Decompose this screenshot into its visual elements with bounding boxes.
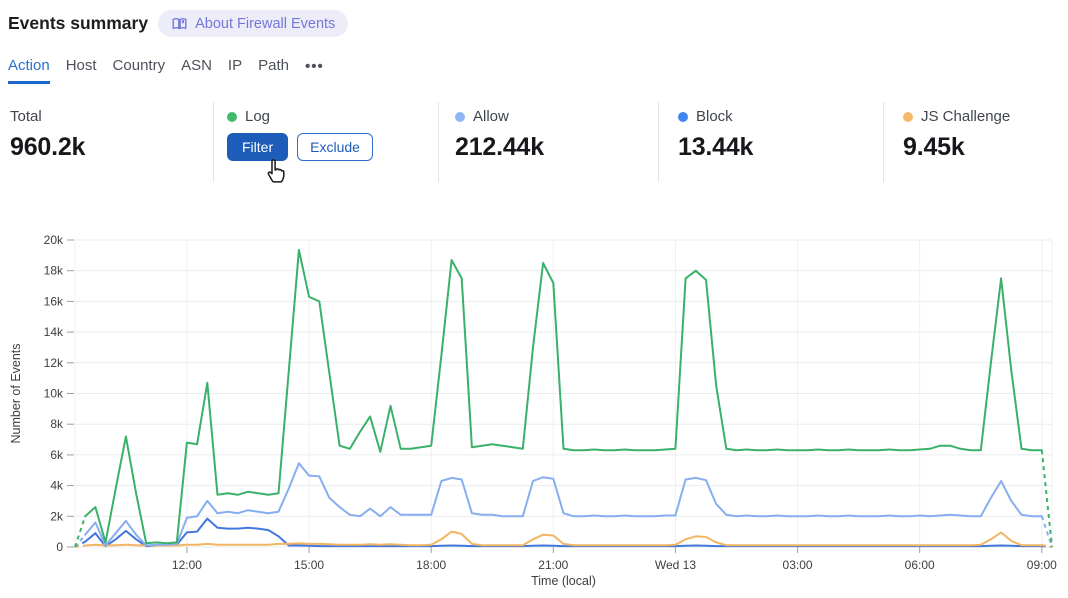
- series-line-log[interactable]: [84, 249, 1043, 545]
- x-tick-label: 12:00: [172, 558, 202, 572]
- y-axis-title: Number of Events: [9, 343, 23, 443]
- y-tick-label: 10k: [44, 387, 64, 401]
- series-dashed-start: [74, 544, 86, 548]
- series-dashed-end: [1040, 515, 1053, 548]
- y-tick-label: 0: [56, 540, 63, 554]
- js-challenge-legend-dot: [903, 111, 913, 122]
- y-tick-label: 14k: [44, 325, 64, 339]
- y-tick-label: 16k: [44, 294, 64, 308]
- divider: [438, 102, 439, 182]
- series-line-js-challenge[interactable]: [84, 530, 1043, 547]
- mouse-cursor-pointer-icon: [262, 158, 289, 193]
- series-line-allow[interactable]: [84, 462, 1043, 547]
- about-badge-label: About Firewall Events: [195, 15, 336, 32]
- tab-ip[interactable]: IP: [227, 57, 243, 74]
- log-legend-dot: [227, 111, 237, 122]
- stat-allow-label: Allow: [473, 108, 509, 125]
- chart-svg[interactable]: 0 2k 4k 6k 8k 10k 12k 14k 16k 18k 20k 12:00 15:00 18:…: [0, 228, 1068, 598]
- stat-block-value: 13.44k: [678, 133, 754, 161]
- page-title: Events summary: [8, 13, 149, 33]
- x-tick-label: 09:00: [1027, 558, 1057, 572]
- tab-country[interactable]: Country: [112, 57, 166, 74]
- exclude-button[interactable]: Exclude: [297, 133, 373, 161]
- x-axis-title: Time (local): [531, 574, 596, 588]
- y-tick-label: 2k: [50, 509, 64, 523]
- header: Events summary About Firewall Events: [8, 10, 349, 37]
- stat-block-label: Block: [696, 108, 733, 125]
- series-dashed-start: [74, 515, 87, 548]
- x-tick-label: 21:00: [538, 558, 568, 572]
- stat-log-label: Log: [245, 108, 271, 125]
- y-tick-label: 20k: [44, 233, 64, 247]
- tab-asn[interactable]: ASN: [181, 57, 212, 74]
- stat-total-value: 960.2k: [10, 133, 86, 161]
- series-line-block[interactable]: [84, 517, 1043, 548]
- tab-bar: Action Host Country ASN IP Path •••: [8, 57, 324, 84]
- x-tick-label: Wed 13: [655, 558, 696, 572]
- tab-path[interactable]: Path: [258, 57, 289, 74]
- open-book-icon: [171, 16, 188, 32]
- stat-total-label: Total: [10, 108, 42, 125]
- series-dashed-end: [1040, 450, 1053, 548]
- x-tick-label: 03:00: [783, 558, 813, 572]
- divider: [658, 102, 659, 182]
- stat-allow[interactable]: Allow 212.44k: [455, 108, 544, 162]
- x-tick-label: 06:00: [905, 558, 935, 572]
- y-tick-label: 18k: [44, 264, 64, 278]
- more-tabs-button[interactable]: •••: [304, 58, 324, 75]
- divider: [883, 102, 884, 182]
- series-dashed-end: [1041, 544, 1053, 548]
- filter-button[interactable]: Filter: [227, 133, 289, 161]
- stat-js-challenge[interactable]: JS Challenge 9.45k: [903, 108, 1010, 162]
- x-tick-label: 18:00: [416, 558, 446, 572]
- stat-js-challenge-value: 9.45k: [903, 133, 965, 161]
- tab-host[interactable]: Host: [65, 57, 97, 74]
- y-tick-label: 12k: [44, 356, 64, 370]
- divider: [213, 102, 214, 182]
- stat-block[interactable]: Block 13.44k: [678, 108, 753, 162]
- tab-action[interactable]: Action: [8, 57, 50, 84]
- y-tick-label: 8k: [50, 417, 64, 431]
- x-tick-label: 15:00: [294, 558, 324, 572]
- stat-total: Total 960.2k: [10, 108, 85, 162]
- stat-log[interactable]: Log Filter Exclude: [227, 108, 373, 161]
- block-legend-dot: [678, 111, 688, 122]
- allow-legend-dot: [455, 111, 465, 122]
- events-time-series-chart[interactable]: 0 2k 4k 6k 8k 10k 12k 14k 16k 18k 20k 12:00 15:00 18:…: [0, 228, 1068, 598]
- stat-allow-value: 212.44k: [455, 133, 544, 161]
- y-tick-label: 6k: [50, 448, 64, 462]
- stat-js-challenge-label: JS Challenge: [921, 108, 1011, 125]
- y-tick-label: 4k: [50, 479, 64, 493]
- about-firewall-events-badge[interactable]: About Firewall Events: [158, 10, 349, 37]
